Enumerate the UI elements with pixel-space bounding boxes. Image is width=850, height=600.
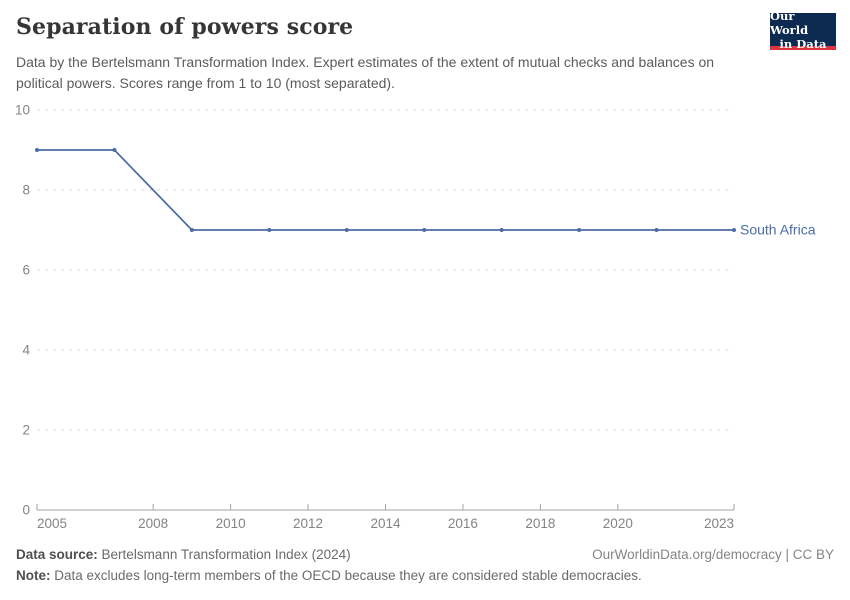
data-point-marker[interactable] xyxy=(267,228,272,232)
data-point-marker[interactable] xyxy=(112,148,117,152)
footer-note-value: Data excludes long-term members of the O… xyxy=(54,568,642,583)
x-axis-label: 2016 xyxy=(448,516,478,531)
x-axis-label: 2008 xyxy=(138,516,168,531)
owid-logo-line2: in Data xyxy=(779,36,827,51)
page-title: Separation of powers score xyxy=(16,14,354,40)
x-axis-label: 2020 xyxy=(603,516,633,531)
x-axis-label: 2014 xyxy=(370,516,401,531)
owid-logo-line1: Our World xyxy=(770,8,809,37)
series-line[interactable] xyxy=(37,149,734,231)
y-axis-label: 2 xyxy=(22,423,30,438)
x-axis-label: 2010 xyxy=(216,516,246,531)
y-axis-label: 4 xyxy=(22,343,30,358)
y-axis-label: 8 xyxy=(22,183,30,198)
data-point-marker[interactable] xyxy=(35,148,39,152)
series-entity-label[interactable]: South Africa xyxy=(740,222,816,238)
x-axis-label: 2005 xyxy=(37,516,67,531)
data-point-marker[interactable] xyxy=(732,228,736,232)
data-source-label: Data source: xyxy=(16,547,98,562)
data-source-line: Data source: Bertelsmann Transformation … xyxy=(16,547,351,562)
data-point-marker[interactable] xyxy=(344,228,349,232)
data-source-value: Bertelsmann Transformation Index (2024) xyxy=(101,547,351,562)
y-axis-label: 0 xyxy=(22,503,30,518)
y-axis-label: 6 xyxy=(22,263,30,278)
x-axis-label: 2018 xyxy=(525,516,555,531)
footer-note-label: Note: xyxy=(16,568,51,583)
data-point-marker[interactable] xyxy=(189,228,194,232)
data-point-marker[interactable] xyxy=(499,228,504,232)
footer-note: Note: Data excludes long-term members of… xyxy=(16,568,642,583)
x-axis-label: 2023 xyxy=(704,516,734,531)
y-axis-label: 10 xyxy=(15,103,30,118)
x-axis-label: 2012 xyxy=(293,516,323,531)
data-point-marker[interactable] xyxy=(654,228,659,232)
footer-link[interactable]: OurWorldinData.org/democracy | CC BY xyxy=(592,547,834,562)
owid-logo[interactable]: Our World in Data xyxy=(770,9,836,51)
data-point-marker[interactable] xyxy=(422,228,427,232)
data-point-marker[interactable] xyxy=(577,228,582,232)
chart-subtitle: Data by the Bertelsmann Transformation I… xyxy=(16,54,715,91)
